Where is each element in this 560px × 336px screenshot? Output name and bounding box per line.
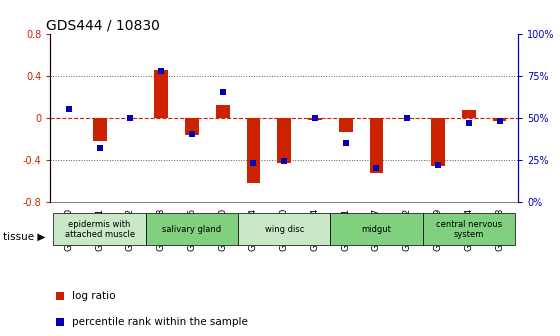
Text: log ratio: log ratio — [72, 291, 115, 301]
Bar — [238, 213, 330, 245]
Bar — [154, 70, 168, 118]
Bar — [308, 118, 322, 120]
Bar — [277, 118, 291, 163]
Bar — [423, 213, 515, 245]
Text: central nervous
system: central nervous system — [436, 220, 502, 239]
Bar — [146, 213, 238, 245]
Bar — [493, 118, 506, 121]
Text: tissue ▶: tissue ▶ — [3, 232, 45, 242]
Bar — [93, 118, 106, 141]
Bar — [370, 118, 384, 173]
Text: epidermis with
attached muscle: epidermis with attached muscle — [64, 220, 135, 239]
Text: salivary gland: salivary gland — [162, 225, 221, 234]
Bar — [216, 105, 230, 118]
Bar — [246, 118, 260, 183]
Text: midgut: midgut — [362, 225, 391, 234]
Bar — [462, 110, 475, 118]
Bar — [400, 118, 414, 119]
Bar — [53, 213, 146, 245]
Bar — [330, 213, 423, 245]
Bar — [185, 118, 199, 135]
Text: wing disc: wing disc — [264, 225, 304, 234]
Bar — [431, 118, 445, 166]
Bar — [339, 118, 353, 132]
Text: GDS444 / 10830: GDS444 / 10830 — [46, 18, 160, 33]
Text: percentile rank within the sample: percentile rank within the sample — [72, 317, 248, 327]
